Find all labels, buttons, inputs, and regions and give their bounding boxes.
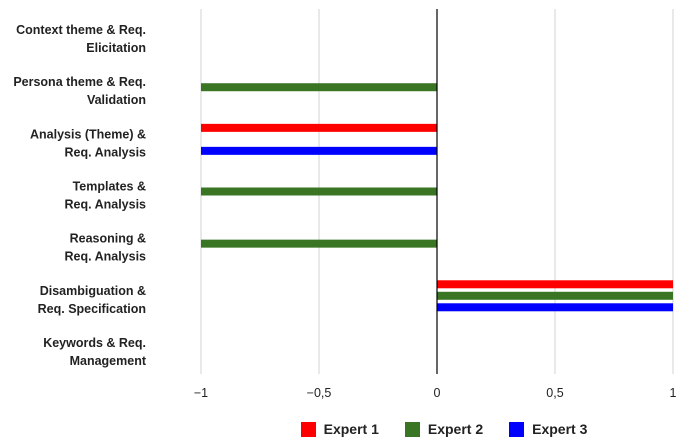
bar-expert-2-cat-4: [201, 239, 437, 248]
category-label-6: Keywords & Req. Management: [43, 336, 147, 368]
legend-swatch-expert-1: [300, 421, 316, 437]
bar-chart: Context theme & Req. Elicitation Persona t…: [13, 9, 677, 400]
category-label-4: Reasoning & Req. Analysis: [64, 232, 146, 264]
bar-expert-1-cat-5: [437, 280, 673, 289]
category-label-0: Context theme & Req. Elicitation: [16, 23, 146, 55]
legend-swatch-expert-3: [509, 421, 525, 437]
legend: Expert 1 Expert 2 Expert 3: [0, 418, 678, 440]
x-tick-label-3: 0,5: [546, 386, 563, 400]
x-tick-label-1: −0,5: [307, 386, 332, 400]
bar-expert-2-cat-3: [201, 187, 437, 196]
bar-expert-2-cat-5: [437, 291, 673, 300]
bar-expert-3-cat-2: [201, 146, 437, 155]
legend-label-expert-1: Expert 1: [323, 421, 379, 437]
category-label-5: Disambiguation & Req. Specification: [38, 284, 146, 316]
bar-expert-3-cat-5: [437, 303, 673, 312]
x-tick-label-2: 0: [434, 386, 441, 400]
category-label-2: Analysis (Theme) & Req. Analysis: [30, 127, 146, 159]
legend-label-expert-3: Expert 3: [532, 421, 588, 437]
bar-expert-2-cat-1: [201, 83, 437, 92]
category-label-1: Persona theme & Req. Validation: [13, 75, 146, 107]
bar-expert-1-cat-2: [201, 123, 437, 132]
category-labels: Context theme & Req. Elicitation Persona t…: [13, 23, 147, 368]
x-tick-labels: −1 −0,5 0 0,5 1: [194, 386, 677, 400]
x-tick-label-0: −1: [194, 386, 208, 400]
legend-swatch-expert-2: [404, 421, 420, 437]
legend-item-expert-1[interactable]: Expert 1: [300, 421, 379, 437]
category-label-3: Templates & Req. Analysis: [64, 180, 146, 212]
bars: [201, 83, 673, 312]
legend-label-expert-2: Expert 2: [427, 421, 484, 437]
legend-item-expert-3[interactable]: Expert 3: [509, 421, 587, 437]
legend-item-expert-2[interactable]: Expert 2: [404, 421, 484, 437]
x-tick-label-4: 1: [670, 386, 677, 400]
